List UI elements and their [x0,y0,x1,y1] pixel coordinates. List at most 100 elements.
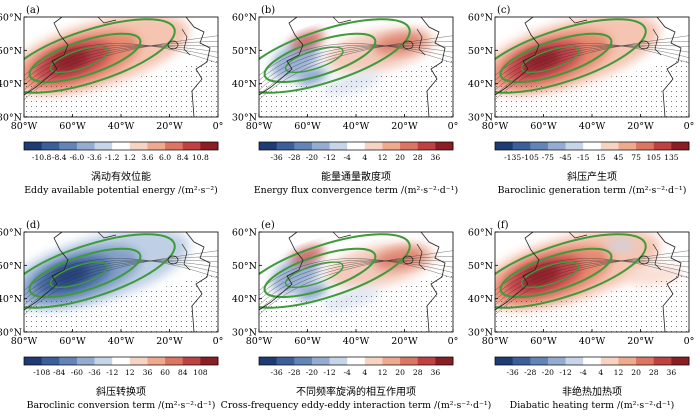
panel-title-zh: 能量通量散度项 [321,170,391,183]
panel-title-zh: 涡动有效位能 [91,170,151,183]
colorbar-tick-label: 75 [631,153,641,162]
colorbar-tick-label: 28 [413,368,423,377]
lon-tick-label: 20°W [391,121,418,132]
coastline-europe-africa [185,17,211,117]
panel-e: (e) 30°N 40°N 50°N 60°N 80°W 60°W 40°W 20°W 0° -36… [221,220,492,411]
colorbar-swatch [671,357,690,365]
colorbar-swatch [417,142,436,150]
mean-contour [495,45,689,91]
colorbar-swatch [259,357,278,365]
lon-tick-label: 0° [684,121,695,132]
colorbar-tick-label: -12 [323,153,335,162]
lat-tick-label: 40°N [468,79,493,90]
colorbar-swatch [276,357,295,365]
panel-b: (b) 30°N 40°N 50°N 60°N 80°W 60°W 40°W 20°W 0° -36… [232,5,459,196]
mean-contour [259,259,453,296]
colorbar-tick-label: -1.2 [105,153,120,162]
lon-tick-label: 80°W [11,336,38,347]
coastline-europe-africa [420,232,446,332]
lat-tick-label: 40°N [232,79,257,90]
colorbar-swatch [382,142,401,150]
colorbar-swatch [547,142,566,150]
storm-track-contour [49,46,109,74]
mean-contour [24,258,218,291]
lon-tick-label: 40°W [343,336,370,347]
colorbar-tick-label: 36 [431,368,441,377]
panel-title-en: Eddy available potential energy /(m²·s⁻²… [24,185,218,196]
lon-tick-label: 80°W [11,121,38,132]
colorbar-tick-label: 4 [598,368,603,377]
lat-tick-label: 40°N [0,294,22,305]
lat-tick-label: 50°N [468,261,493,272]
lat-tick-label: 50°N [0,261,22,272]
significance-stipple [24,272,218,332]
storm-track-contour [263,32,377,83]
storm-track-contour [284,261,344,289]
lon-tick-label: 60°W [530,336,557,347]
colorbar-swatch [495,357,514,365]
mean-contour [495,43,689,76]
colorbar-tick-label: 36 [667,368,677,377]
coastline-europe-africa [656,232,682,332]
storm-track-contour [284,46,344,74]
colorbar-tick-label: -36 [271,153,283,162]
colorbar-swatch [400,142,419,150]
lat-tick-label: 30°N [232,328,257,339]
colorbar-tick-label: -10.8 [32,153,52,162]
lon-tick-label: 40°W [108,121,135,132]
colorbar-tick-label: 10.8 [192,153,209,162]
colorbar-tick-label: 20 [395,368,405,377]
lat-tick-label: 30°N [0,113,22,124]
colorbar-tick-label: -20 [306,368,318,377]
panel-a: (a) 30°N 40°N 50°N 60°N 80°W 60°W 40°W 20°W 0° -10… [0,5,223,196]
colorbar-tick-label: 84 [178,368,188,377]
coastline-north-america [495,17,540,96]
colorbar-swatch [618,142,637,150]
colorbar-tick-label: 20 [631,368,641,377]
mean-contour [259,258,453,291]
colorbar-tick-label: 108 [193,368,208,377]
storm-track-contour [24,18,176,94]
colorbar-swatch [112,142,131,150]
lat-tick-label: 30°N [0,328,22,339]
colorbar-swatch [165,142,184,150]
colorbar-tick-label: 12 [378,153,388,162]
colorbar-swatch [182,357,201,365]
lat-tick-label: 40°N [468,294,493,305]
colorbar-swatch [530,142,549,150]
colorbar-tick-label: -20 [542,368,554,377]
lon-tick-label: 80°W [482,121,509,132]
colorbar-swatch [636,357,655,365]
lat-tick-label: 60°N [468,13,493,24]
colorbar-swatch [329,357,348,365]
mean-contour [495,258,689,291]
colorbar-tick-label: -36 [88,368,100,377]
storm-track-contour [28,32,142,83]
colorbar-tick-label: -6.0 [70,153,85,162]
coastline-ireland [167,255,179,265]
lon-tick-label: 80°W [246,121,273,132]
coastline-greenland [568,232,588,239]
colorbar-swatch [24,142,43,150]
panel-f: (f) 30°N 40°N 50°N 60°N 80°W 60°W 40°W 20°W 0° -36… [468,220,695,411]
colorbar-swatch [618,357,637,365]
colorbar-tick-label: 105 [646,153,661,162]
colorbar-swatch [600,357,619,365]
coastline-greenland [568,17,588,24]
coastline-europe-africa [185,232,211,332]
colorbar-tick-label: -36 [271,368,283,377]
mean-contour [259,260,453,306]
map-area [259,232,453,332]
colorbar-swatch [671,142,690,150]
colorbar-swatch [364,142,383,150]
lat-tick-label: 60°N [232,13,257,24]
colorbar-tick-label: 28 [413,153,423,162]
lon-tick-label: 20°W [156,121,183,132]
lat-tick-label: 50°N [232,46,257,57]
significance-stipple [259,272,453,332]
colorbar-swatch [636,142,655,150]
colorbar-frame [23,356,219,366]
colorbar-swatch [147,142,166,150]
colorbar-tick-label: 4 [362,153,367,162]
storm-track-contour [263,247,377,298]
